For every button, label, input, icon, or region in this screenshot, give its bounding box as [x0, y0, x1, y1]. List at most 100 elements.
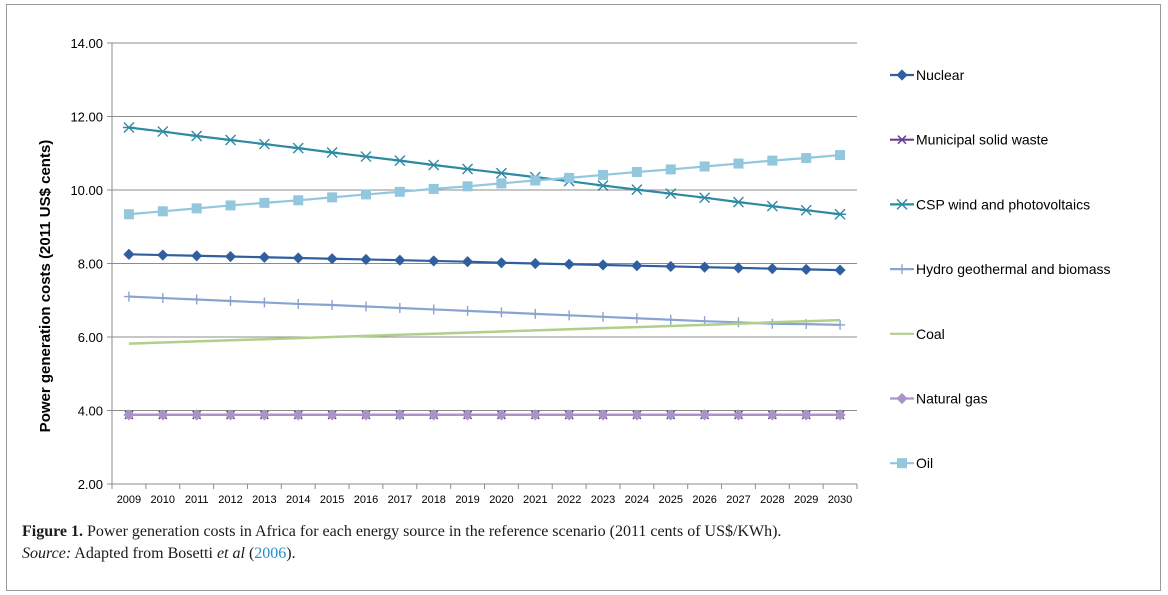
source-year-link[interactable]: 2006 [254, 545, 287, 562]
legend-item: Oil [890, 455, 933, 471]
point-marker [699, 409, 711, 421]
point-marker [259, 297, 270, 308]
source-open-paren: ( [244, 545, 255, 562]
point-marker [766, 409, 778, 421]
source-text: Adapted from Bosetti [74, 545, 217, 562]
point-marker [800, 409, 812, 421]
point-marker [393, 155, 406, 167]
x-tick-label: 2018 [421, 494, 445, 506]
point-marker [732, 196, 745, 208]
point-marker [896, 198, 908, 210]
point-marker [563, 258, 575, 270]
x-tick-label: 2022 [557, 494, 581, 506]
point-marker [258, 138, 271, 150]
point-marker [462, 305, 473, 316]
point-marker [156, 126, 169, 138]
point-marker [766, 200, 779, 212]
point-marker [598, 311, 609, 322]
point-marker [461, 163, 474, 175]
point-marker [292, 409, 304, 421]
point-marker [897, 458, 907, 469]
point-marker [665, 260, 677, 273]
y-tick-label: 4.00 [78, 404, 103, 419]
point-marker [292, 142, 305, 154]
point-marker [529, 257, 541, 270]
series-lines [122, 122, 847, 421]
point-marker [496, 178, 507, 189]
point-marker [225, 200, 236, 211]
grid-lines [112, 42, 857, 485]
point-marker [835, 150, 846, 161]
series-natural-gas [123, 409, 846, 421]
point-marker [732, 262, 745, 274]
figure-frame [6, 4, 1161, 591]
legend-label: Oil [916, 455, 933, 471]
series-hydro-geothermal-and-biomass [123, 291, 846, 330]
point-marker [224, 250, 237, 263]
point-marker [699, 261, 711, 273]
point-marker [564, 172, 575, 183]
x-tick-label: 2013 [252, 494, 276, 506]
point-marker [327, 300, 338, 311]
y-tick-label: 6.00 [78, 330, 103, 345]
point-marker [157, 206, 168, 217]
point-marker [664, 188, 677, 200]
point-marker [733, 317, 744, 328]
point-marker [157, 409, 169, 421]
point-marker [462, 256, 474, 268]
point-marker [428, 183, 439, 194]
point-marker [123, 248, 135, 260]
source-et-al: et al [216, 545, 245, 562]
series-nuclear [123, 248, 846, 276]
series-line [128, 126, 841, 216]
x-tick-label: 2021 [523, 494, 547, 506]
point-marker [360, 253, 372, 266]
legend-item: Hydro geothermal and biomass [890, 261, 1111, 277]
point-marker [698, 192, 711, 204]
point-marker [800, 204, 813, 216]
legend: Nuclear Municipal solid waste CSP wind and… [890, 67, 1111, 471]
series-csp-wind-and-photovoltaics [122, 122, 847, 220]
point-marker [224, 409, 237, 421]
x-tick-label: 2025 [659, 494, 683, 506]
point-marker [190, 130, 203, 142]
x-tick-label: 2023 [591, 494, 615, 506]
point-marker [428, 255, 440, 267]
point-marker [191, 250, 203, 262]
point-marker [834, 208, 847, 220]
legend-label: CSP wind and photovoltaics [916, 196, 1090, 212]
y-tick-labels: 2.00 4.00 6.00 8.00 10.00 12.00 14.00 [70, 36, 103, 492]
point-marker [564, 310, 575, 321]
point-marker [394, 302, 405, 313]
point-marker [530, 308, 541, 319]
point-marker [394, 186, 405, 197]
point-marker [191, 294, 202, 305]
caption-text: Power generation costs in Africa for eac… [87, 523, 782, 540]
point-marker [800, 263, 812, 275]
point-marker [427, 159, 440, 171]
point-marker [326, 253, 338, 265]
point-marker [123, 409, 135, 421]
legend-item: Natural gas [890, 391, 988, 407]
point-marker [767, 318, 778, 329]
point-marker [631, 409, 643, 421]
figure-label: Figure 1. [22, 523, 84, 540]
point-marker [225, 295, 236, 306]
x-tick-label: 2028 [760, 494, 784, 506]
point-marker [766, 263, 778, 275]
point-marker [326, 147, 339, 159]
y-tick-label: 12.00 [70, 110, 103, 125]
point-marker [495, 167, 508, 179]
point-marker [428, 409, 440, 421]
point-marker [259, 197, 270, 208]
point-marker [631, 166, 642, 177]
point-marker [896, 392, 908, 405]
point-marker [360, 301, 371, 312]
point-marker [896, 69, 908, 81]
source-close: ). [286, 545, 296, 562]
point-marker [563, 409, 575, 421]
figure-caption: Figure 1. Power generation costs in Afri… [22, 521, 1142, 565]
point-marker [293, 195, 304, 206]
point-marker [123, 209, 134, 220]
point-marker [529, 409, 541, 421]
